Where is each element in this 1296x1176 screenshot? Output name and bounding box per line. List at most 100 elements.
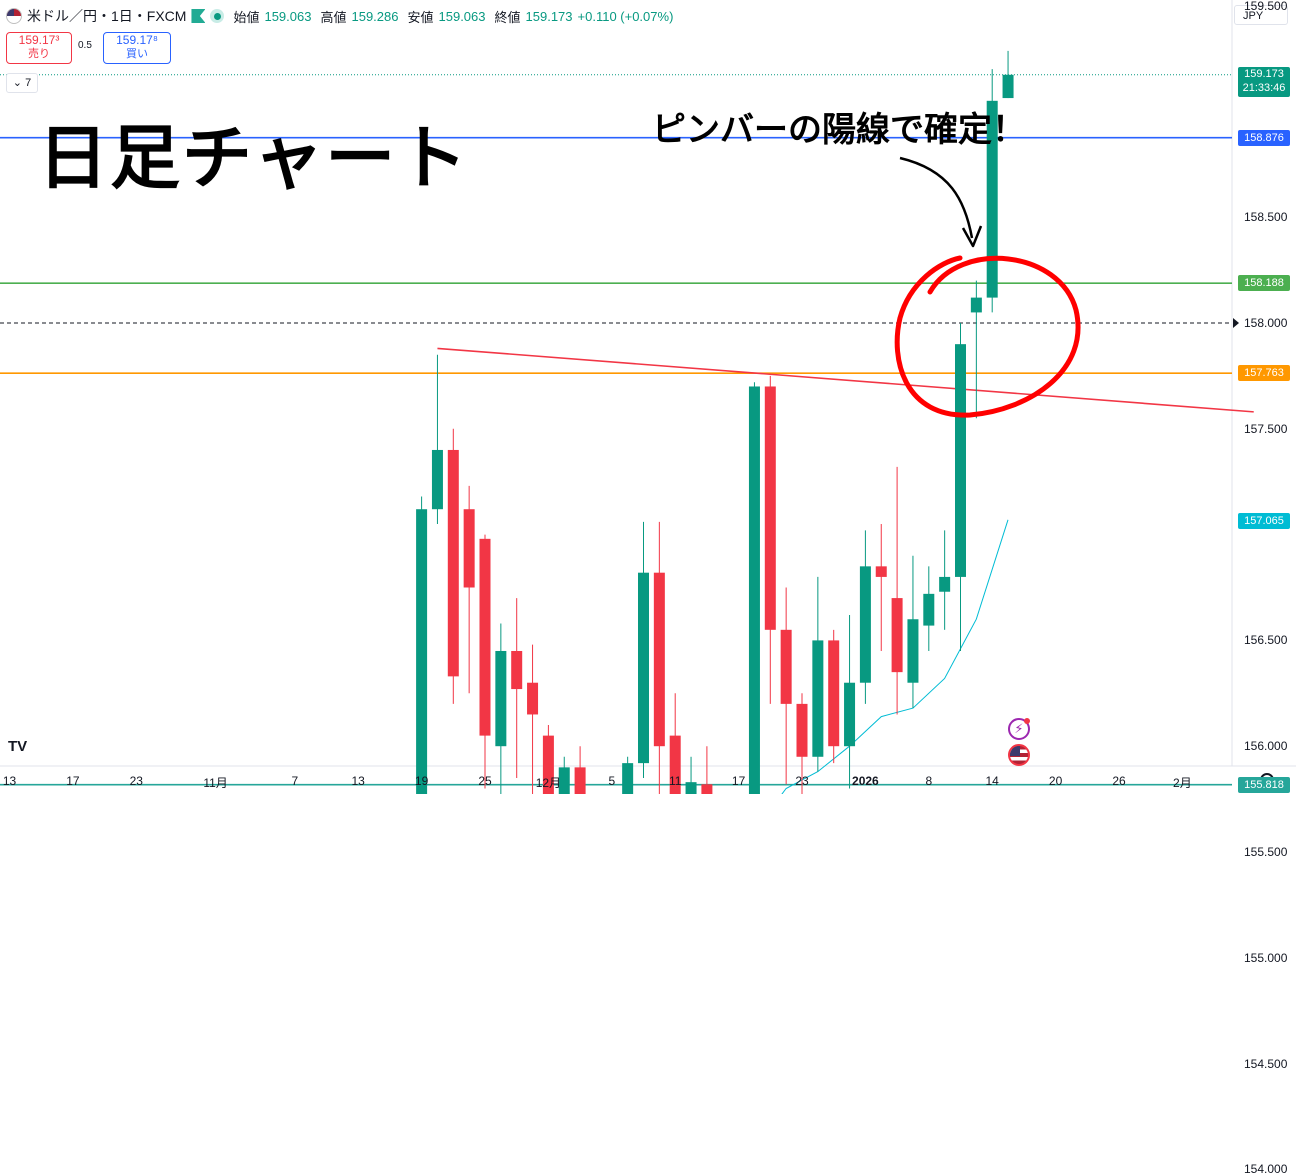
price-tick-label: 155.500 [1244,845,1288,859]
candle-body [669,735,681,794]
candle-body [685,782,697,794]
us-flag-event-icon[interactable] [1008,744,1030,766]
open-value: 159.063 [264,8,312,24]
price-tick-label: 158.000 [1244,316,1288,330]
date-tick-label: 19 [414,774,429,788]
symbol-title[interactable]: 米ドル／円・1日・FXCM [27,8,187,24]
price-level-label: 157.763 [1238,365,1290,382]
candle-body [653,572,665,747]
price-level-value: 155.818 [1244,778,1284,791]
candle-body [495,650,507,747]
price-tick-label: 155.000 [1244,950,1288,965]
candle-body [748,386,760,794]
candle-body [812,640,824,757]
date-tick-label: 13 [2,774,17,788]
low-value: 159.063 [438,8,486,24]
date-tick-label: 11 [668,774,682,788]
candle-body [828,640,840,747]
price-chart[interactable] [0,0,1296,794]
sell-label: 売り [28,48,50,60]
buy-price: 159.17⁸ [116,33,158,47]
candle-body [939,576,951,592]
candle-body [701,784,713,794]
candle-body [907,619,919,683]
close-value: 159.173 [525,8,573,24]
annotation-arrow-head [961,225,983,248]
close-label: 終値 [494,9,521,25]
price-level-label: 157.065 [1238,512,1290,529]
date-tick-label: 23 [795,774,809,788]
date-tick-label: 7 [291,774,299,788]
candle-body [527,682,539,715]
candle-body [638,572,649,764]
date-tick-label: 25 [478,774,492,788]
candle-body [891,598,903,673]
date-tick-label: 11月 [203,776,228,790]
indicators-toggle[interactable]: ⌄ 7 [6,73,38,93]
countdown-timer: 21:33:46 [1242,81,1286,94]
candle-body [986,100,998,298]
price-level-label: 158.188 [1238,275,1290,292]
lightning-event-icon[interactable]: ⚡ [1008,718,1030,740]
candle-body [923,593,935,626]
price-tick-label: 156.500 [1244,633,1288,648]
candle-body [875,566,887,577]
candle-body [447,449,459,677]
annotation-arrow [899,156,974,239]
candle-body [431,449,443,510]
price-tick-label: 157.500 [1244,421,1288,436]
high-value: 159.286 [351,8,399,24]
date-tick-label: 13 [351,774,365,788]
bookmark-icon[interactable] [191,9,206,23]
highlight-circle [894,255,1081,418]
crosshair-marker [1233,318,1239,328]
date-tick-label: 20 [1048,774,1063,788]
price-level-value: 158.188 [1244,277,1284,290]
candle-body [796,703,808,757]
low-label: 安値 [407,9,434,25]
price-level-value: 159.173 [1244,67,1284,80]
price-level-label: 159.173 21:33:46 [1238,66,1290,97]
currency-button[interactable]: JPY [1234,5,1288,25]
price-level-label: 155.818 [1238,776,1290,793]
candle-body [511,650,523,690]
candle-body [622,763,634,794]
date-tick-label: 5 [608,774,616,788]
sell-button[interactable]: 159.17³ 売り [6,32,72,64]
candle-body [780,629,792,704]
date-tick-label: 14 [985,774,999,788]
trend-line [437,347,1254,413]
buy-button[interactable]: 159.17⁸ 買い [103,32,171,64]
us-flag-icon [6,8,22,24]
date-tick-label: 26 [1112,774,1126,788]
price-tick-label: 156.000 [1244,739,1288,754]
tradingview-logo-icon[interactable]: TV [8,738,28,755]
sell-price: 159.17³ [18,33,60,47]
candle-body [764,386,776,630]
candle-body [859,566,871,683]
price-level-value: 157.763 [1244,367,1284,380]
open-label: 始値 [233,9,260,25]
date-tick-label: 17 [731,774,746,788]
price-tick-label: 158.500 [1244,210,1288,225]
moving-average-line [781,519,1009,794]
overlay-title: 日足チャート [38,119,470,197]
date-tick-label: 12月 [535,776,562,790]
date-tick-label: 2月 [1173,776,1192,790]
candle-body [844,682,856,747]
price-tick-label: 154.000 [1244,1162,1288,1176]
price-tick-label: 159.500 [1244,0,1288,13]
candle-body [542,735,554,794]
high-label: 高値 [320,9,347,25]
price-level-value: 157.065 [1244,514,1284,527]
candle-body [416,509,428,794]
candle-body [574,767,586,794]
candle-body [479,538,491,736]
price-tick-label: 154.500 [1244,1056,1288,1071]
change-value: +0.110 (+0.07%) [577,8,674,24]
chart-legend: 米ドル／円・1日・FXCM 始値 159.063 高値 159.286 安値 159.… [6,6,673,26]
spread-value: 0.5 [78,40,92,51]
candle-body [558,767,570,794]
date-tick-label: 23 [129,774,143,788]
candle-body [955,344,966,577]
